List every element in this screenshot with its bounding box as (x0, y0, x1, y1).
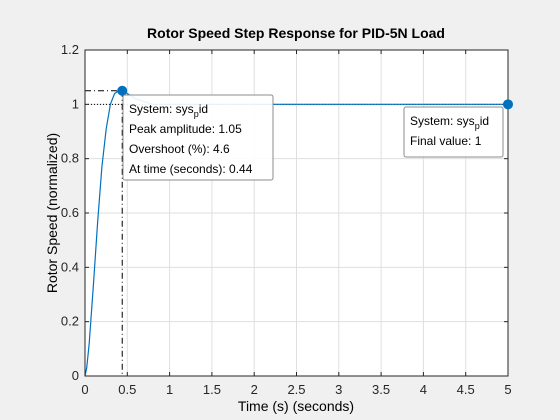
datatip-line: Overshoot (%): 4.6 (129, 142, 230, 156)
x-tick-label: 4.5 (457, 382, 475, 397)
datatip-system: System: syspid (129, 102, 208, 119)
tick-labels: 0 0.5 1 1.5 2 2.5 3 3.5 4 4.5 5 0 0.2 0.4 0.6 0.8 1 1.2 (61, 42, 512, 397)
y-tick-label: 0.6 (61, 205, 79, 220)
x-tick-label: 2.5 (287, 382, 305, 397)
y-tick-label: 0 (72, 368, 79, 383)
datatip-line: Final value: 1 (410, 134, 482, 148)
y-tick-label: 0.4 (61, 259, 79, 274)
datatip-system: System: syspid (410, 114, 489, 131)
datatip-box (122, 94, 274, 181)
x-tick-label: 1.5 (203, 382, 221, 397)
peak-datatip[interactable]: System: syspid Peak amplitude: 1.05 Oversh… (122, 94, 274, 181)
x-tick-label: 1 (166, 382, 173, 397)
reference-lines (85, 90, 508, 376)
datatip-line: Peak amplitude: 1.05 (129, 122, 242, 136)
x-tick-label: 5 (504, 382, 511, 397)
datatip-box (403, 106, 504, 158)
y-tick-label: 1.2 (61, 42, 79, 57)
x-tick-label: 3 (335, 382, 342, 397)
markers (117, 85, 513, 110)
y-tick-label: 1 (72, 96, 79, 111)
x-tick-label: 4 (420, 382, 427, 397)
y-axis-label: Rotor Speed (normalized) (44, 133, 60, 293)
y-tick-label: 0.2 (61, 314, 79, 329)
peak-marker[interactable] (117, 85, 128, 96)
x-tick-label: 3.5 (372, 382, 390, 397)
datatips: System: syspid Peak amplitude: 1.05 Oversh… (122, 94, 504, 181)
chart-title: Rotor Speed Step Response for PID-5N Loa… (147, 25, 445, 41)
ticks (84, 49, 509, 377)
x-tick-label: 2 (251, 382, 258, 397)
x-tick-label: 0.5 (118, 382, 136, 397)
x-tick-label: 0 (81, 382, 88, 397)
final-marker[interactable] (503, 99, 513, 110)
x-axis-label: Time (s) (seconds) (238, 398, 354, 414)
final-value-datatip[interactable]: System: syspid Final value: 1 (403, 106, 504, 158)
y-tick-label: 0.8 (61, 151, 79, 166)
datatip-line: At time (seconds): 0.44 (129, 162, 253, 176)
